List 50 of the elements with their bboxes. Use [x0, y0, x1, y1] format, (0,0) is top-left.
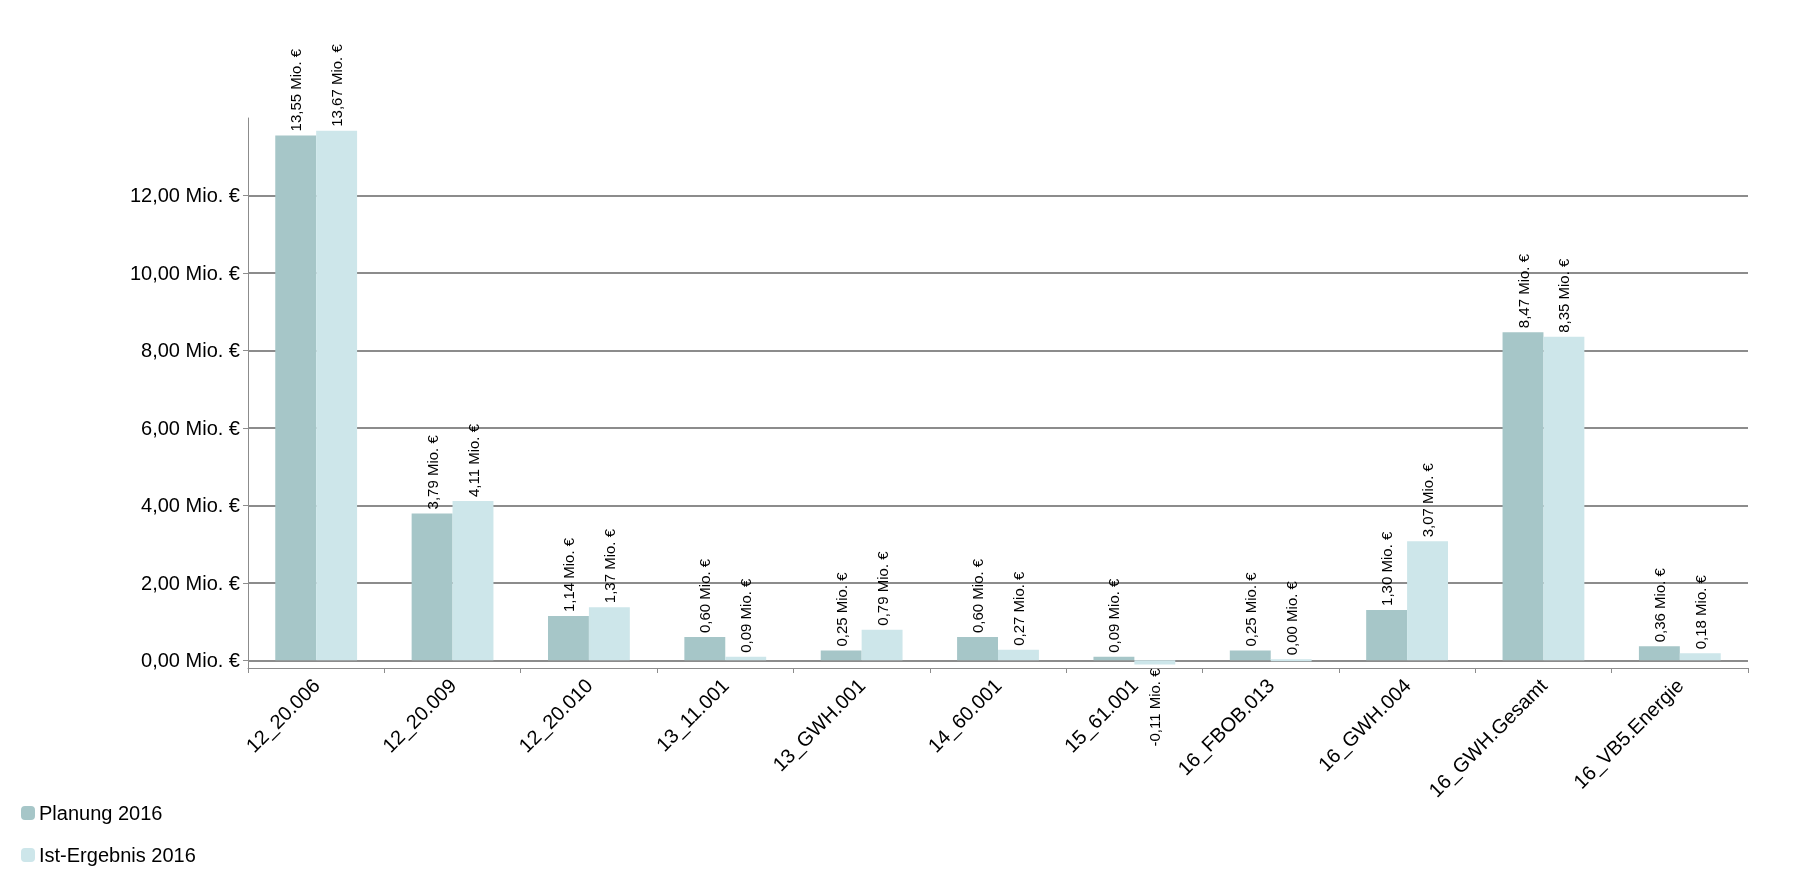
y-tick-label: 4,00 Mio. € — [141, 494, 240, 517]
data-label: 1,14 Mio. € — [559, 537, 577, 613]
y-tick-label: 12,00 Mio. € — [129, 184, 240, 207]
legend-label: Planung 2016 — [39, 802, 163, 824]
bar — [316, 130, 358, 661]
data-label: 0,60 Mio. € — [696, 558, 714, 634]
bar — [1366, 609, 1408, 661]
data-label: 13,55 Mio. € — [287, 48, 305, 132]
data-label: 0,36 Mio. € — [1650, 567, 1668, 643]
bar — [861, 629, 903, 661]
data-label: 8,47 Mio. € — [1514, 253, 1532, 329]
data-label: 1,37 Mio. € — [600, 528, 618, 604]
bar — [820, 650, 862, 661]
y-tick-label: 10,00 Mio. € — [129, 261, 240, 284]
data-label: 1,30 Mio. € — [1378, 531, 1396, 606]
data-label: 0,25 Mio. € — [832, 571, 850, 647]
bar — [1134, 660, 1176, 665]
bar — [452, 501, 494, 661]
y-tick-label: 6,00 Mio. € — [141, 416, 240, 439]
data-label: 0,09 Mio. € — [1105, 577, 1123, 653]
data-label: 0,00 Mio. € — [1282, 580, 1300, 656]
bar — [998, 649, 1039, 661]
bar — [411, 513, 453, 661]
data-label: -0,11 Mio. € — [1146, 667, 1164, 747]
bar — [588, 607, 630, 661]
bar — [684, 637, 726, 661]
data-label: 0,79 Mio. € — [873, 550, 891, 626]
data-label: 4,11 Mio. € — [464, 423, 482, 498]
bar — [957, 637, 998, 661]
bar — [1502, 332, 1544, 661]
bar — [1229, 650, 1271, 661]
data-label: 0,27 Mio. € — [1009, 570, 1027, 646]
bar — [275, 135, 317, 661]
y-tick-label: 0,00 Mio. € — [141, 649, 240, 672]
data-label: 8,35 Mio. € — [1555, 257, 1573, 333]
y-tick-label: 8,00 Mio. € — [141, 339, 240, 362]
bar — [1407, 541, 1448, 661]
data-label: 0,25 Mio. € — [1241, 571, 1259, 647]
data-label: 3,07 Mio. € — [1419, 462, 1437, 538]
bar — [1543, 336, 1585, 661]
data-label: 0,60 Mio. € — [969, 558, 987, 634]
bar — [1679, 653, 1721, 661]
data-label: 0,09 Mio. € — [737, 577, 755, 653]
legend-label: Ist-Ergebnis 2016 — [39, 844, 196, 866]
data-label: 0,18 Mio. € — [1691, 574, 1709, 650]
y-tick-label: 2,00 Mio. € — [141, 571, 240, 594]
data-label: 13,67 Mio. € — [328, 43, 346, 127]
data-label: 3,79 Mio. € — [423, 434, 441, 510]
bar — [548, 616, 589, 661]
bar — [1638, 646, 1680, 661]
